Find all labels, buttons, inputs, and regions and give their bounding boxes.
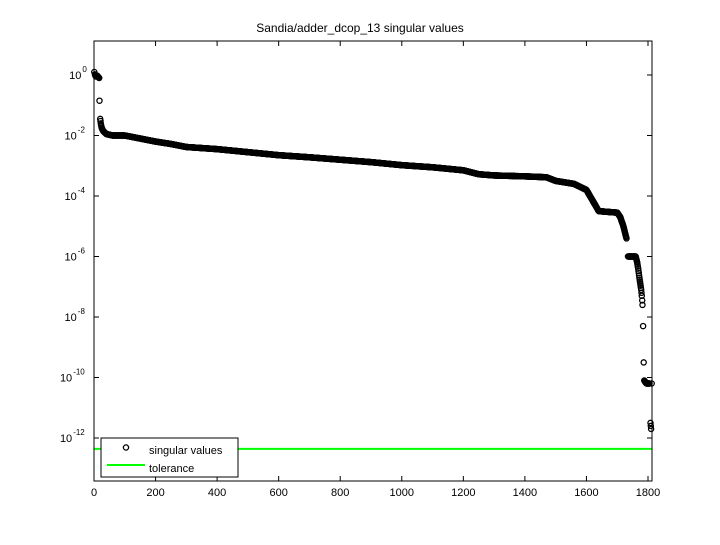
y-tick-label: 10 bbox=[60, 433, 72, 445]
x-tick-label: 1200 bbox=[451, 487, 475, 499]
x-tick-label: 600 bbox=[269, 487, 287, 499]
singular-value-marker bbox=[635, 272, 643, 279]
x-tick-label: 0 bbox=[91, 487, 97, 499]
data-points bbox=[91, 68, 655, 450]
singular-value-marker bbox=[638, 297, 646, 304]
y-tick-exponent: 0 bbox=[82, 65, 87, 74]
chart-title: Sandia/adder_dcop_13 singular values bbox=[256, 21, 464, 35]
x-tick-label: 1000 bbox=[390, 487, 414, 499]
singular-value-marker bbox=[96, 97, 103, 104]
singular-value-marker bbox=[638, 289, 645, 297]
x-tick-label: 1600 bbox=[574, 487, 598, 499]
singular-value-marker bbox=[639, 301, 646, 309]
singular-value-marker bbox=[647, 425, 655, 433]
singular-value-marker bbox=[640, 359, 647, 366]
x-tick-label: 1400 bbox=[513, 487, 537, 499]
singular-value-marker bbox=[637, 286, 645, 294]
y-tick-exponent: -2 bbox=[78, 126, 86, 135]
x-tick-label: 1800 bbox=[636, 487, 660, 499]
y-tick-exponent: -6 bbox=[78, 247, 86, 256]
y-tick-label: 10 bbox=[69, 70, 81, 82]
legend: singular values tolerance bbox=[100, 437, 239, 478]
singular-value-marker bbox=[647, 422, 655, 430]
y-tick-label: 10 bbox=[65, 312, 77, 324]
x-tick-label: 400 bbox=[208, 487, 226, 499]
legend-label-tolerance: tolerance bbox=[149, 463, 194, 475]
y-tick-exponent: -8 bbox=[78, 307, 86, 316]
x-tick-label: 800 bbox=[331, 487, 349, 499]
legend-label-singular-values: singular values bbox=[149, 445, 223, 457]
x-tick-label: 200 bbox=[146, 487, 164, 499]
legend-marker-circle-icon bbox=[122, 444, 130, 451]
singular-value-marker bbox=[639, 322, 647, 330]
legend-box bbox=[100, 437, 239, 478]
y-tick-exponent: -10 bbox=[73, 368, 85, 377]
y-tick-label: 10 bbox=[65, 252, 77, 264]
singular-value-marker bbox=[95, 74, 103, 82]
singular-value-marker bbox=[647, 419, 654, 427]
axes: 0 200 400 600 800 1000 1200 1400 1600 180010010-2… bbox=[60, 40, 660, 499]
y-tick-exponent: -12 bbox=[73, 428, 85, 437]
y-tick-label: 10 bbox=[65, 131, 77, 143]
y-tick-exponent: -4 bbox=[78, 186, 86, 195]
y-tick-label: 10 bbox=[60, 373, 72, 385]
singular-value-marker bbox=[623, 235, 630, 242]
y-tick-label: 10 bbox=[65, 191, 77, 203]
axes-box bbox=[93, 40, 653, 482]
